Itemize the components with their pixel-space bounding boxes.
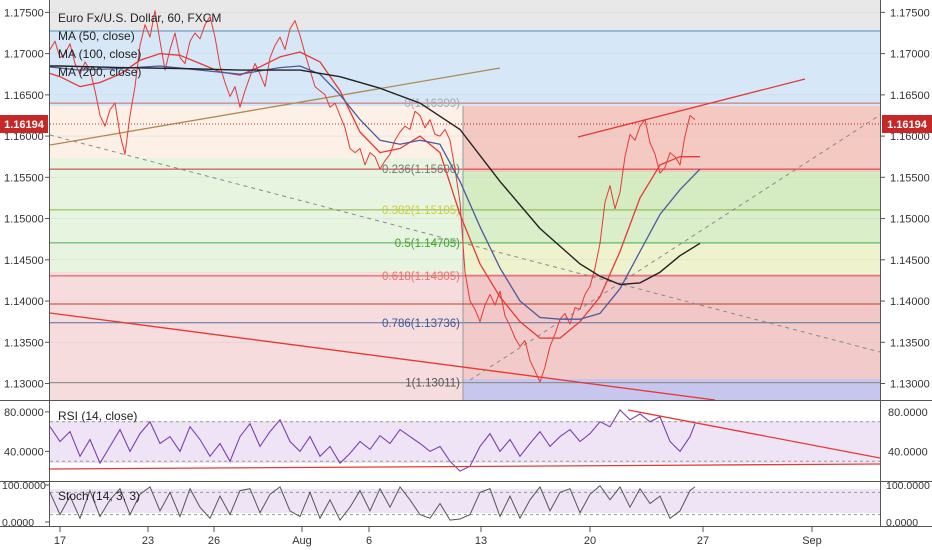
y-tick-label: 1.13500 <box>890 337 930 349</box>
y-tick-label: 1.15500 <box>4 172 44 184</box>
y-tick-label: 1.16500 <box>890 90 930 102</box>
price-badge-right: 1.16194 <box>882 115 932 133</box>
rsi-panel <box>0 401 932 482</box>
ma50-line <box>50 51 700 339</box>
y-tick-label: 0.0000 <box>886 517 918 529</box>
y-tick-label: 1.14500 <box>4 255 44 267</box>
trend-line-lower <box>50 312 716 400</box>
y-tick-label: 1.15000 <box>4 214 44 226</box>
x-tick-label: 27 <box>697 535 709 547</box>
y-tick-label: 1.14500 <box>890 255 930 267</box>
zone-gray-top <box>50 0 880 30</box>
y-tick-label: 1.17000 <box>890 49 930 61</box>
fib-zone-2 <box>463 172 880 212</box>
fib-level-label: 0(1.16399) <box>404 98 460 110</box>
legend-ma200: MA (200, close) <box>58 65 141 79</box>
x-tick-label: 6 <box>366 535 372 547</box>
price-y-axis: 1.17500 1.17500 1.17000 1.17000 1.16500 1.165… <box>4 7 930 390</box>
rsi-legend: RSI (14, close) <box>58 409 137 423</box>
price-panel: 0(1.16399) 0.236(1.15600) 0.382(1.15105) 0.… <box>50 0 880 400</box>
fib-zone-3 <box>463 212 880 244</box>
y-tick-label: 1.15500 <box>890 172 930 184</box>
y-tick-label: 100.0000 <box>886 480 930 492</box>
y-tick-label: 1.17000 <box>4 49 44 61</box>
x-tick-label: 26 <box>208 535 220 547</box>
legend-ma50: MA (50, close) <box>58 29 135 43</box>
y-tick-label: 100.0000 <box>2 480 46 492</box>
fib-zone-7 <box>463 379 880 400</box>
ma200-line <box>50 65 701 286</box>
stoch-legend: Stoch (14, 3, 3) <box>58 489 140 503</box>
y-tick-label: 80.0000 <box>4 407 44 419</box>
rsi-trend-line <box>627 409 880 459</box>
trend-line-channel <box>577 78 806 138</box>
fib-zone-1 <box>463 106 880 172</box>
price-line <box>50 10 696 383</box>
stoch-y-axis: 100.0000 100.0000 0.0000 0.0000 <box>2 480 930 529</box>
fib-level-label: 1(1.13011) <box>405 378 460 390</box>
y-tick-label: 0.0000 <box>2 517 34 529</box>
chart-legend: Euro Fx/U.S. Dollar, 60, FXCM MA (50, cl… <box>58 11 221 503</box>
fib-level-label: 0.382(1.15105) <box>382 205 460 217</box>
x-tick-label: 13 <box>475 535 487 547</box>
y-tick-label: 1.17500 <box>4 7 44 19</box>
y-tick-label: 1.16000 <box>4 131 44 143</box>
fib-level-label: 0.5(1.14705) <box>395 238 460 250</box>
time-x-axis: 17 23 26 Aug 6 13 20 27 Sep <box>54 527 822 547</box>
price-badge-left: 1.16194 <box>0 115 48 133</box>
fib-level-label: 0.236(1.15600) <box>382 164 460 176</box>
fib-zone-6 <box>463 321 880 379</box>
x-tick-label: 17 <box>54 535 66 547</box>
y-tick-label: 1.16000 <box>890 131 930 143</box>
stoch-panel <box>0 482 932 527</box>
x-tick-label: 20 <box>584 535 596 547</box>
rsi-band <box>50 421 880 463</box>
y-tick-label: 1.14000 <box>4 296 44 308</box>
fib-level-label: 0.786(1.13736) <box>382 318 460 330</box>
y-tick-label: 80.0000 <box>888 407 928 419</box>
dashed-trend-line <box>469 114 880 381</box>
svg-text:1.16194: 1.16194 <box>4 119 45 131</box>
dashed-trend-line <box>50 134 880 353</box>
rsi-trend-line <box>50 463 880 470</box>
y-tick-label: 40.0000 <box>4 446 44 458</box>
y-tick-label: 1.16500 <box>4 90 44 102</box>
y-tick-label: 1.15000 <box>890 214 930 226</box>
trend-line-upper <box>50 67 501 146</box>
zone-blue-top <box>50 30 880 106</box>
fib-level-label: 0.618(1.14305) <box>382 271 460 283</box>
y-tick-label: 1.13500 <box>4 337 44 349</box>
y-tick-label: 40.0000 <box>888 446 928 458</box>
x-tick-label: Sep <box>802 535 822 547</box>
legend-ma100: MA (100, close) <box>58 47 141 61</box>
chart-title: Euro Fx/U.S. Dollar, 60, FXCM <box>58 11 221 25</box>
y-tick-label: 1.13000 <box>4 379 44 391</box>
x-tick-label: 23 <box>142 535 154 547</box>
y-tick-label: 1.14000 <box>890 296 930 308</box>
y-tick-label: 1.17500 <box>890 7 930 19</box>
svg-text:1.16194: 1.16194 <box>887 119 928 131</box>
stoch-line <box>50 484 696 522</box>
x-tick-label: Aug <box>292 535 312 547</box>
rsi-line <box>50 409 696 472</box>
y-tick-label: 1.13000 <box>890 379 930 391</box>
rsi-y-axis: 80.0000 80.0000 40.0000 40.0000 <box>4 407 928 459</box>
fib-zone-4 <box>463 244 880 274</box>
